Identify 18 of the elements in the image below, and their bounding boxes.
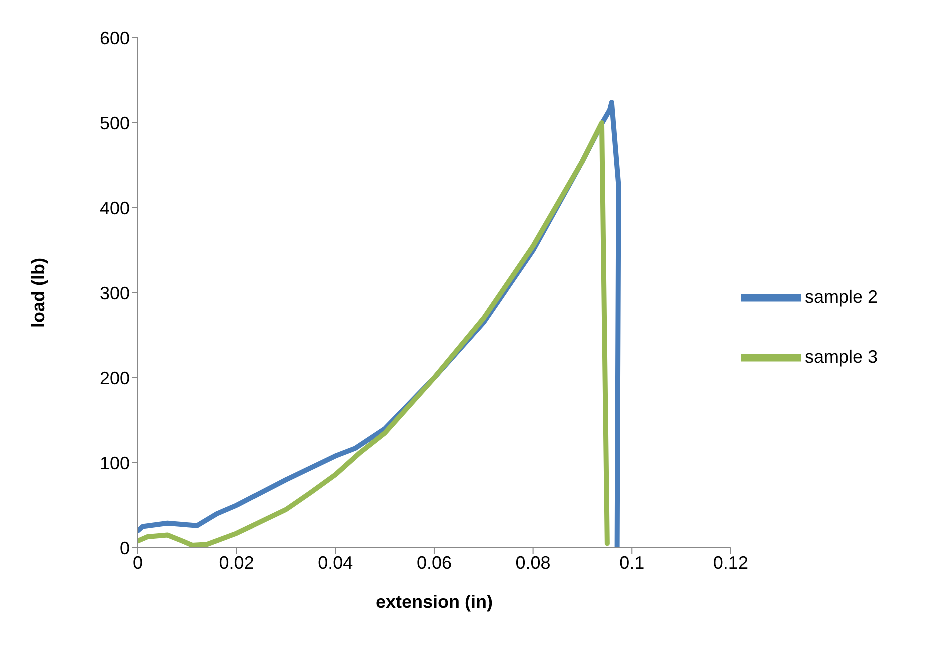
y-tick-label: 200 xyxy=(100,368,130,388)
x-tick-label: 0.04 xyxy=(318,552,354,573)
y-tick-label: 500 xyxy=(100,113,130,134)
y-tick-label: 600 xyxy=(100,28,130,48)
y-tick-label: 400 xyxy=(100,198,130,218)
x-tick-label: 0 xyxy=(132,552,144,573)
legend-label: sample 2 xyxy=(804,286,878,307)
x-tick-label: 0.12 xyxy=(713,552,748,573)
x-tick-label: 0.02 xyxy=(219,552,254,573)
x-tick-label: 0.08 xyxy=(516,552,551,573)
y-tick-label: 0 xyxy=(120,538,130,558)
y-tick-label: 100 xyxy=(100,453,130,474)
x-axis-title: extension (in) xyxy=(376,592,493,612)
x-tick-label: 0.1 xyxy=(620,552,645,573)
x-tick-label: 0.06 xyxy=(416,552,452,573)
y-axis-title: load (lb) xyxy=(28,258,48,328)
legend-label: sample 3 xyxy=(804,346,878,367)
y-tick-label: 300 xyxy=(100,283,130,304)
